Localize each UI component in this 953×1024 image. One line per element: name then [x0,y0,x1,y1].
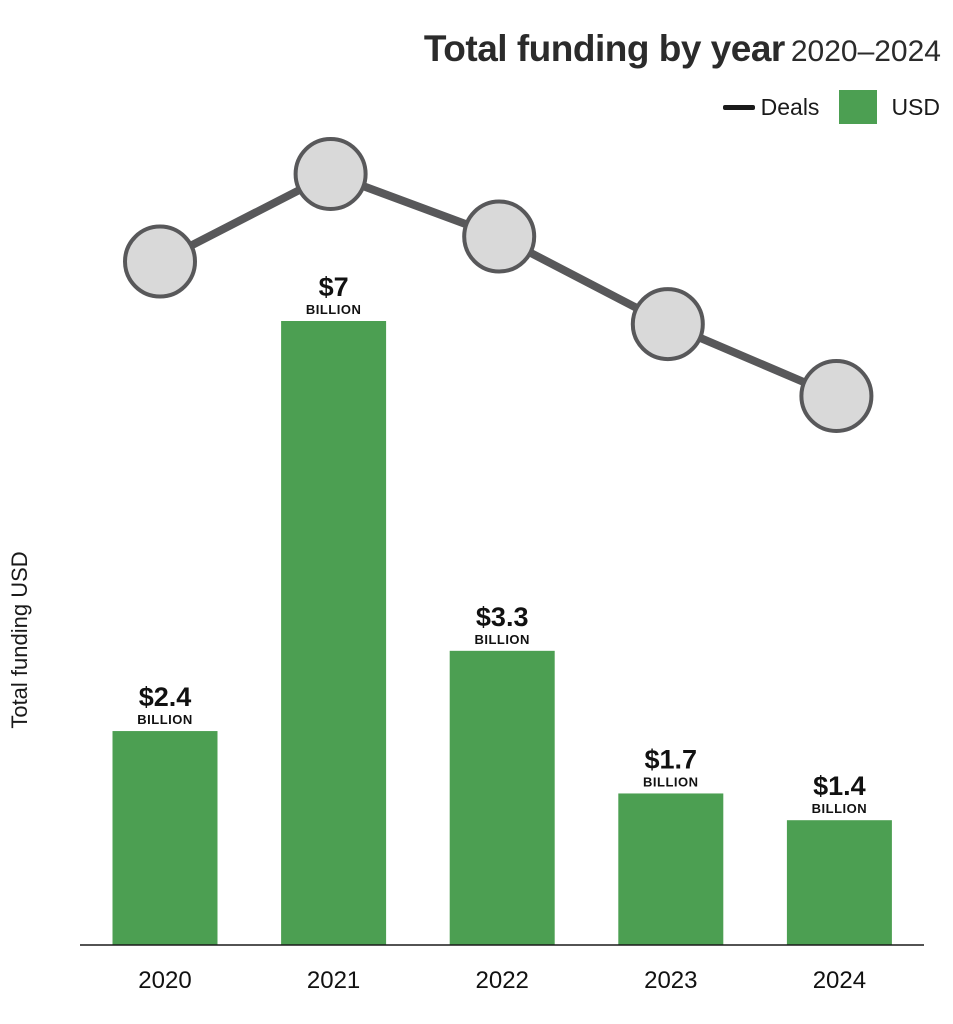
legend: Deals USD [722,90,940,124]
value-label-2021: $7 [319,272,349,302]
value-label-2024: $1.4 [813,771,866,801]
deals-point-2021 [293,137,368,211]
deals-point-2023 [630,287,705,362]
x-tick-2020: 2020 [138,967,191,994]
legend-deals-line-icon [722,104,755,110]
unit-label-2022: BILLION [474,632,530,647]
deals-point-2020 [123,224,197,299]
bars-layer [112,321,892,945]
deals-line-layer [123,137,874,433]
deals-point-2022 [462,199,537,274]
unit-label-2020: BILLION [137,712,193,727]
y-axis-label: Total funding USD [7,551,32,729]
bar-2023 [618,793,724,945]
x-tick-2024: 2024 [813,967,866,994]
bar-2021 [281,321,387,945]
x-tick-2023: 2023 [644,967,697,994]
bar-2024 [786,820,892,945]
legend-usd-label: USD [891,93,940,120]
unit-label-2023: BILLION [643,774,699,789]
value-label-2022: $3.3 [476,602,529,632]
chart-subtitle: 2020–2024 [790,35,941,68]
unit-label-2024: BILLION [812,801,868,816]
chart-title-block: Total funding by year 2020–2024 [424,28,941,70]
x-tick-labels: 2020 2021 2022 2023 2024 [138,967,866,994]
unit-label-2021: BILLION [306,302,362,317]
bar-2022 [449,650,555,945]
legend-deals-label: Deals [760,93,820,120]
bar-2020 [112,731,218,945]
legend-usd-swatch-icon [839,90,878,124]
value-label-2023: $1.7 [645,744,698,774]
x-tick-2021: 2021 [307,967,360,994]
deals-point-2024 [799,359,874,433]
chart-title: Total funding by year [423,28,785,69]
value-label-2020: $2.4 [139,682,192,712]
value-labels-layer: $2.4BILLION$7BILLION$3.3BILLION$1.7BILLI… [137,272,868,816]
x-tick-2022: 2022 [476,967,529,994]
